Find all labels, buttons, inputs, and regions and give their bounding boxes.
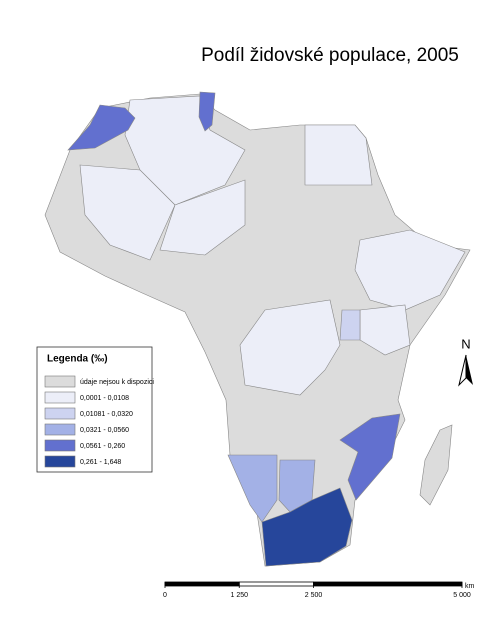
legend-label: 0,0561 - 0,260 [80,443,125,450]
scale-label: 1 250 [230,592,248,599]
region [339,309,361,341]
region [67,104,136,151]
scale-segment [313,581,463,587]
island [419,424,453,506]
region [354,229,466,311]
legend-swatch [44,423,76,436]
legend-label: 0,0321 - 0,0560 [80,427,129,434]
region [227,454,278,523]
legend-title: Legenda (‰) [47,354,108,365]
map-title: Podíl židovské populace, 2005 [201,45,459,66]
legend-swatch [44,455,76,468]
scale-label: 0 [163,592,167,599]
region [79,164,176,261]
scale-label: 5 000 [453,592,471,599]
legend-label: 0,0001 - 0,0108 [80,395,129,402]
region [159,179,246,256]
north-label: N [461,336,470,351]
legend-label: 0,261 - 1,648 [80,459,121,466]
arrow-left [458,354,467,387]
region [198,91,216,132]
region [339,413,401,501]
countries [44,91,471,567]
legend-swatch [44,375,76,388]
region [304,124,373,186]
region [261,487,353,567]
arrow-right [466,355,473,385]
legend-label: údaje nejsou k dispozici [80,379,154,386]
scale-segment [164,581,240,587]
legend-swatch [44,439,76,452]
legend-label: 0,01081 - 0,0320 [80,411,133,418]
scale-segment [238,581,314,587]
scale-unit: km [465,583,475,590]
region [239,299,341,396]
legend-swatch [44,391,76,404]
legend-swatch [44,407,76,420]
north-arrow: N [458,336,473,387]
scale-label: 2 500 [305,592,323,599]
